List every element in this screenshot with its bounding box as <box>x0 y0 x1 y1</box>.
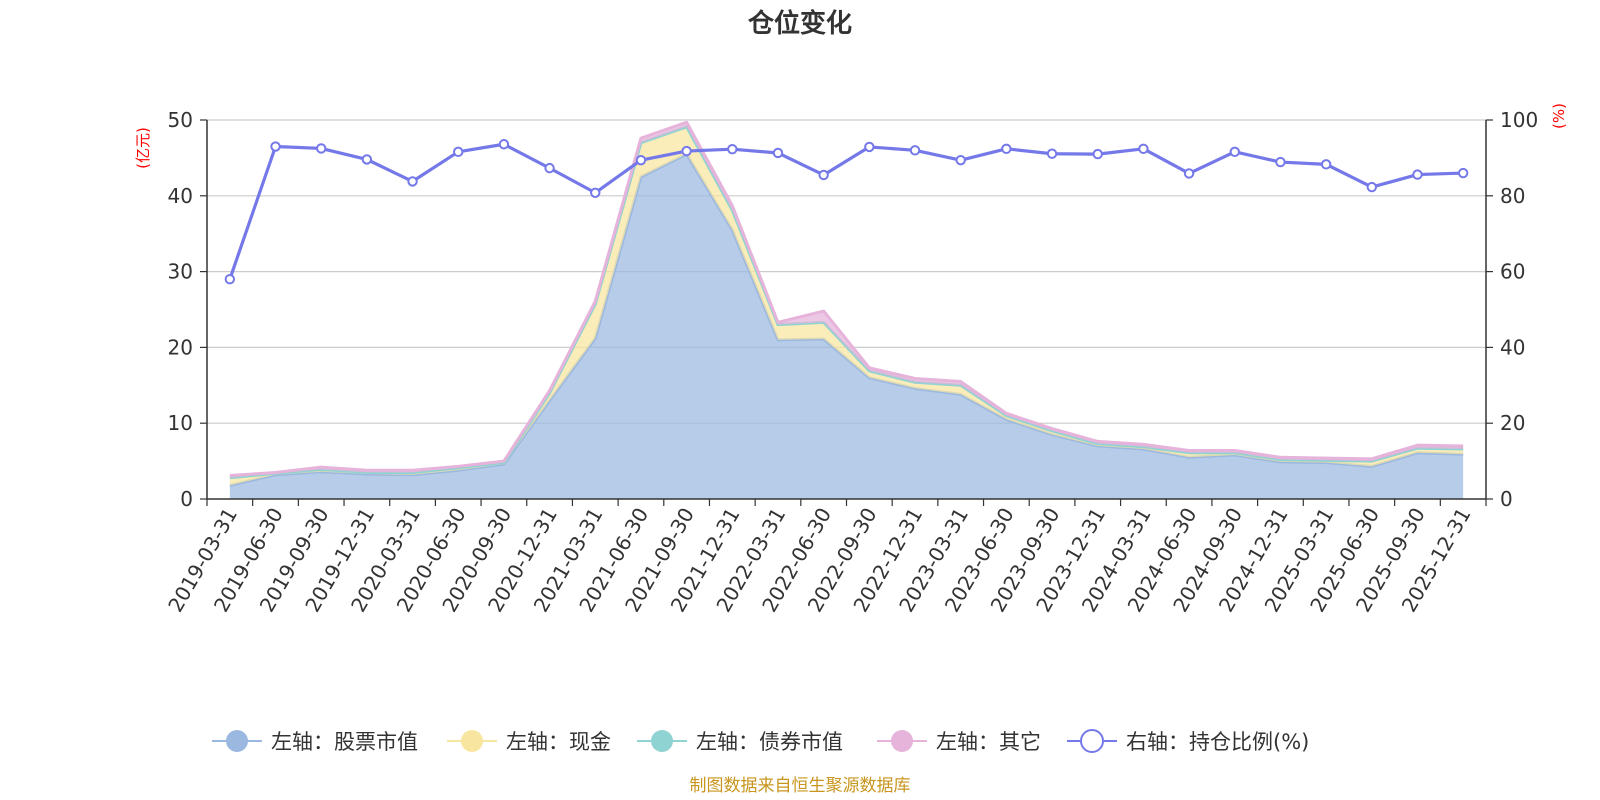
ratio-point <box>590 187 601 198</box>
ratio-point <box>1001 143 1012 155</box>
right-axis-tick-label: 60 <box>1500 260 1525 284</box>
ratio-point <box>1229 146 1240 158</box>
right-axis-tick-label: 20 <box>1500 411 1525 435</box>
ratio-point <box>1457 167 1469 179</box>
ratio-point <box>818 169 829 181</box>
ratio-point <box>909 145 921 156</box>
right-axis-tick-label: 80 <box>1500 184 1525 208</box>
ratio-point <box>544 162 555 174</box>
legend-marker <box>891 730 913 752</box>
ratio-point <box>1366 181 1378 193</box>
legend-item: 左轴：现金 <box>447 730 611 754</box>
left-axis-tick-label: 20 <box>168 335 193 359</box>
legend-label: 左轴：股票市值 <box>271 730 418 754</box>
legend-item: 左轴：债券市值 <box>637 730 843 754</box>
ratio-point <box>635 154 647 166</box>
left-axis-tick-label: 40 <box>168 184 193 208</box>
ratio-point <box>315 143 327 154</box>
left-axis-tick-label: 0 <box>180 487 193 511</box>
ratio-point <box>361 154 373 165</box>
ratio-point <box>1275 156 1286 168</box>
ratio-point <box>772 147 784 159</box>
position-ratio-line <box>224 139 1469 285</box>
ratio-point <box>1320 159 1332 170</box>
legend-label: 左轴：其它 <box>936 730 1041 754</box>
ratio-point <box>727 143 738 155</box>
left-axis-label: (亿元) <box>134 127 152 169</box>
source-note: 制图数据来自恒生聚源数据库 <box>690 776 911 796</box>
ratio-point <box>224 273 236 285</box>
legend-marker <box>461 730 483 752</box>
ratio-point <box>498 139 510 150</box>
legend-label: 左轴：现金 <box>506 730 611 754</box>
ratio-point <box>955 154 966 166</box>
right-axis-tick-label: 0 <box>1500 487 1513 511</box>
ratio-point <box>1092 148 1103 160</box>
stacked-area-edge <box>229 152 1464 487</box>
stacked-area-edge <box>229 120 1464 477</box>
legend-item: 右轴：持仓比例(%) <box>1067 729 1309 754</box>
ratio-point <box>1046 148 1058 159</box>
legend-label: 左轴：债券市值 <box>696 730 843 754</box>
ratio-line <box>228 142 1464 280</box>
left-axis-tick-label: 50 <box>168 108 193 132</box>
left-axis-tick-label: 10 <box>168 411 193 435</box>
grid-lines <box>207 119 1486 424</box>
legend-marker <box>226 730 248 752</box>
right-axis-label: (%) <box>1550 103 1568 129</box>
ratio-point <box>407 176 418 187</box>
ratio-point <box>1138 143 1149 155</box>
ratio-point <box>864 141 875 153</box>
chart-title: 仓位变化 <box>747 8 852 39</box>
legend: 左轴：股票市值 左轴：现金 左轴：债券市值 左轴：其它 右轴：持仓比例(%) <box>212 729 1309 754</box>
ratio-point <box>453 146 464 158</box>
right-axis-tick-label: 100 <box>1500 108 1538 132</box>
left-axis-tick-label: 30 <box>168 260 193 284</box>
legend-marker <box>651 730 673 752</box>
ratio-point <box>270 141 281 152</box>
right-axis-tick-label: 40 <box>1500 335 1525 359</box>
legend-item: 左轴：其它 <box>877 730 1041 754</box>
legend-label: 右轴：持仓比例(%) <box>1126 730 1309 754</box>
ratio-point <box>1412 169 1423 180</box>
ratio-point <box>681 145 692 157</box>
ratio-point <box>1183 168 1195 179</box>
stacked-area <box>229 154 1464 500</box>
legend-marker <box>1080 729 1104 753</box>
legend-item: 左轴：股票市值 <box>212 730 418 754</box>
stacked-areas <box>229 120 1464 500</box>
